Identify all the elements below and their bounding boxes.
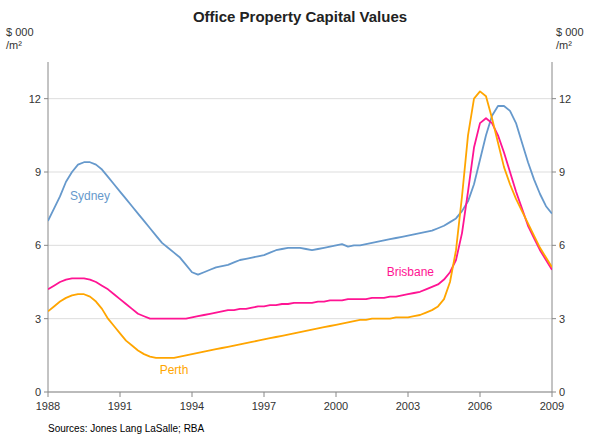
grid [48, 99, 552, 392]
text-line: /m² [6, 39, 22, 51]
series-label: Perth [160, 363, 189, 377]
y2-tick-label: 3 [559, 313, 565, 325]
grid-line [48, 392, 552, 393]
x-tick-label: 2003 [396, 400, 420, 412]
x-tick [48, 392, 49, 397]
y2-tick [552, 392, 556, 393]
y-tick [44, 172, 48, 173]
y-axis-line [48, 62, 49, 392]
y2-tick [552, 245, 556, 246]
x-tick-label: 1997 [252, 400, 276, 412]
x-tick [192, 392, 193, 397]
y-tick-label: 3 [35, 313, 41, 325]
x-tick [408, 392, 409, 397]
series-label: Brisbane [387, 265, 435, 279]
y-tick [44, 318, 48, 319]
x-tick [120, 392, 121, 397]
x-tick-label: 1994 [180, 400, 204, 412]
y-tick-label: 6 [35, 239, 41, 251]
y-tick-label: 12 [29, 93, 41, 105]
text-line: /m² [556, 39, 572, 51]
y2-axis-label: $ 000/m² [556, 26, 584, 51]
chart: Office Property Capital Values$ 000/m²$ … [0, 0, 600, 444]
grid-line [48, 318, 552, 319]
y2-tick-label: 6 [559, 239, 565, 251]
y2-tick [552, 318, 556, 319]
y2-tick [552, 98, 556, 99]
series-line [48, 106, 552, 275]
y2-tick-label: 0 [559, 386, 565, 398]
y-tick [44, 245, 48, 246]
y2-tick-label: 12 [559, 93, 571, 105]
y-tick [44, 98, 48, 99]
text-line: $ 000 [6, 26, 34, 38]
x-tick-label: 1991 [108, 400, 132, 412]
y2-tick-label: 9 [559, 166, 565, 178]
series-line [48, 118, 552, 318]
series-line [48, 91, 552, 357]
y-tick [44, 392, 48, 393]
x-tick [264, 392, 265, 397]
text-line: $ 000 [556, 26, 584, 38]
x-tick [552, 392, 553, 397]
x-axis-line [48, 392, 552, 393]
y-axis-label: $ 000/m² [6, 26, 34, 51]
x-tick-label: 2000 [324, 400, 348, 412]
page: {"chart_data": { "type": "line", "title"… [0, 0, 600, 444]
x-tick-label: 1988 [36, 400, 60, 412]
x-tick [480, 392, 481, 397]
y-tick-label: 9 [35, 166, 41, 178]
plot-area [48, 91, 552, 357]
x-tick [336, 392, 337, 397]
title: Office Property Capital Values [193, 8, 407, 25]
y-tick-label: 0 [35, 386, 41, 398]
x-tick-label: 2009 [540, 400, 564, 412]
grid-line [48, 98, 552, 99]
y2-tick [552, 172, 556, 173]
x-tick-label: 2006 [468, 400, 492, 412]
series-labels: Sydney Brisbane Perth [70, 189, 434, 377]
series-label: Sydney [70, 189, 110, 203]
axes: 0 3 6 9 12 0 3 6 9 12 1988 1991 1994 1997 2000 2003 2006… [29, 62, 572, 412]
y2-axis-line [552, 62, 553, 392]
background [0, 0, 600, 444]
grid-line [48, 245, 552, 246]
source-note: Sources: Jones Lang LaSalle; RBA [48, 423, 205, 434]
